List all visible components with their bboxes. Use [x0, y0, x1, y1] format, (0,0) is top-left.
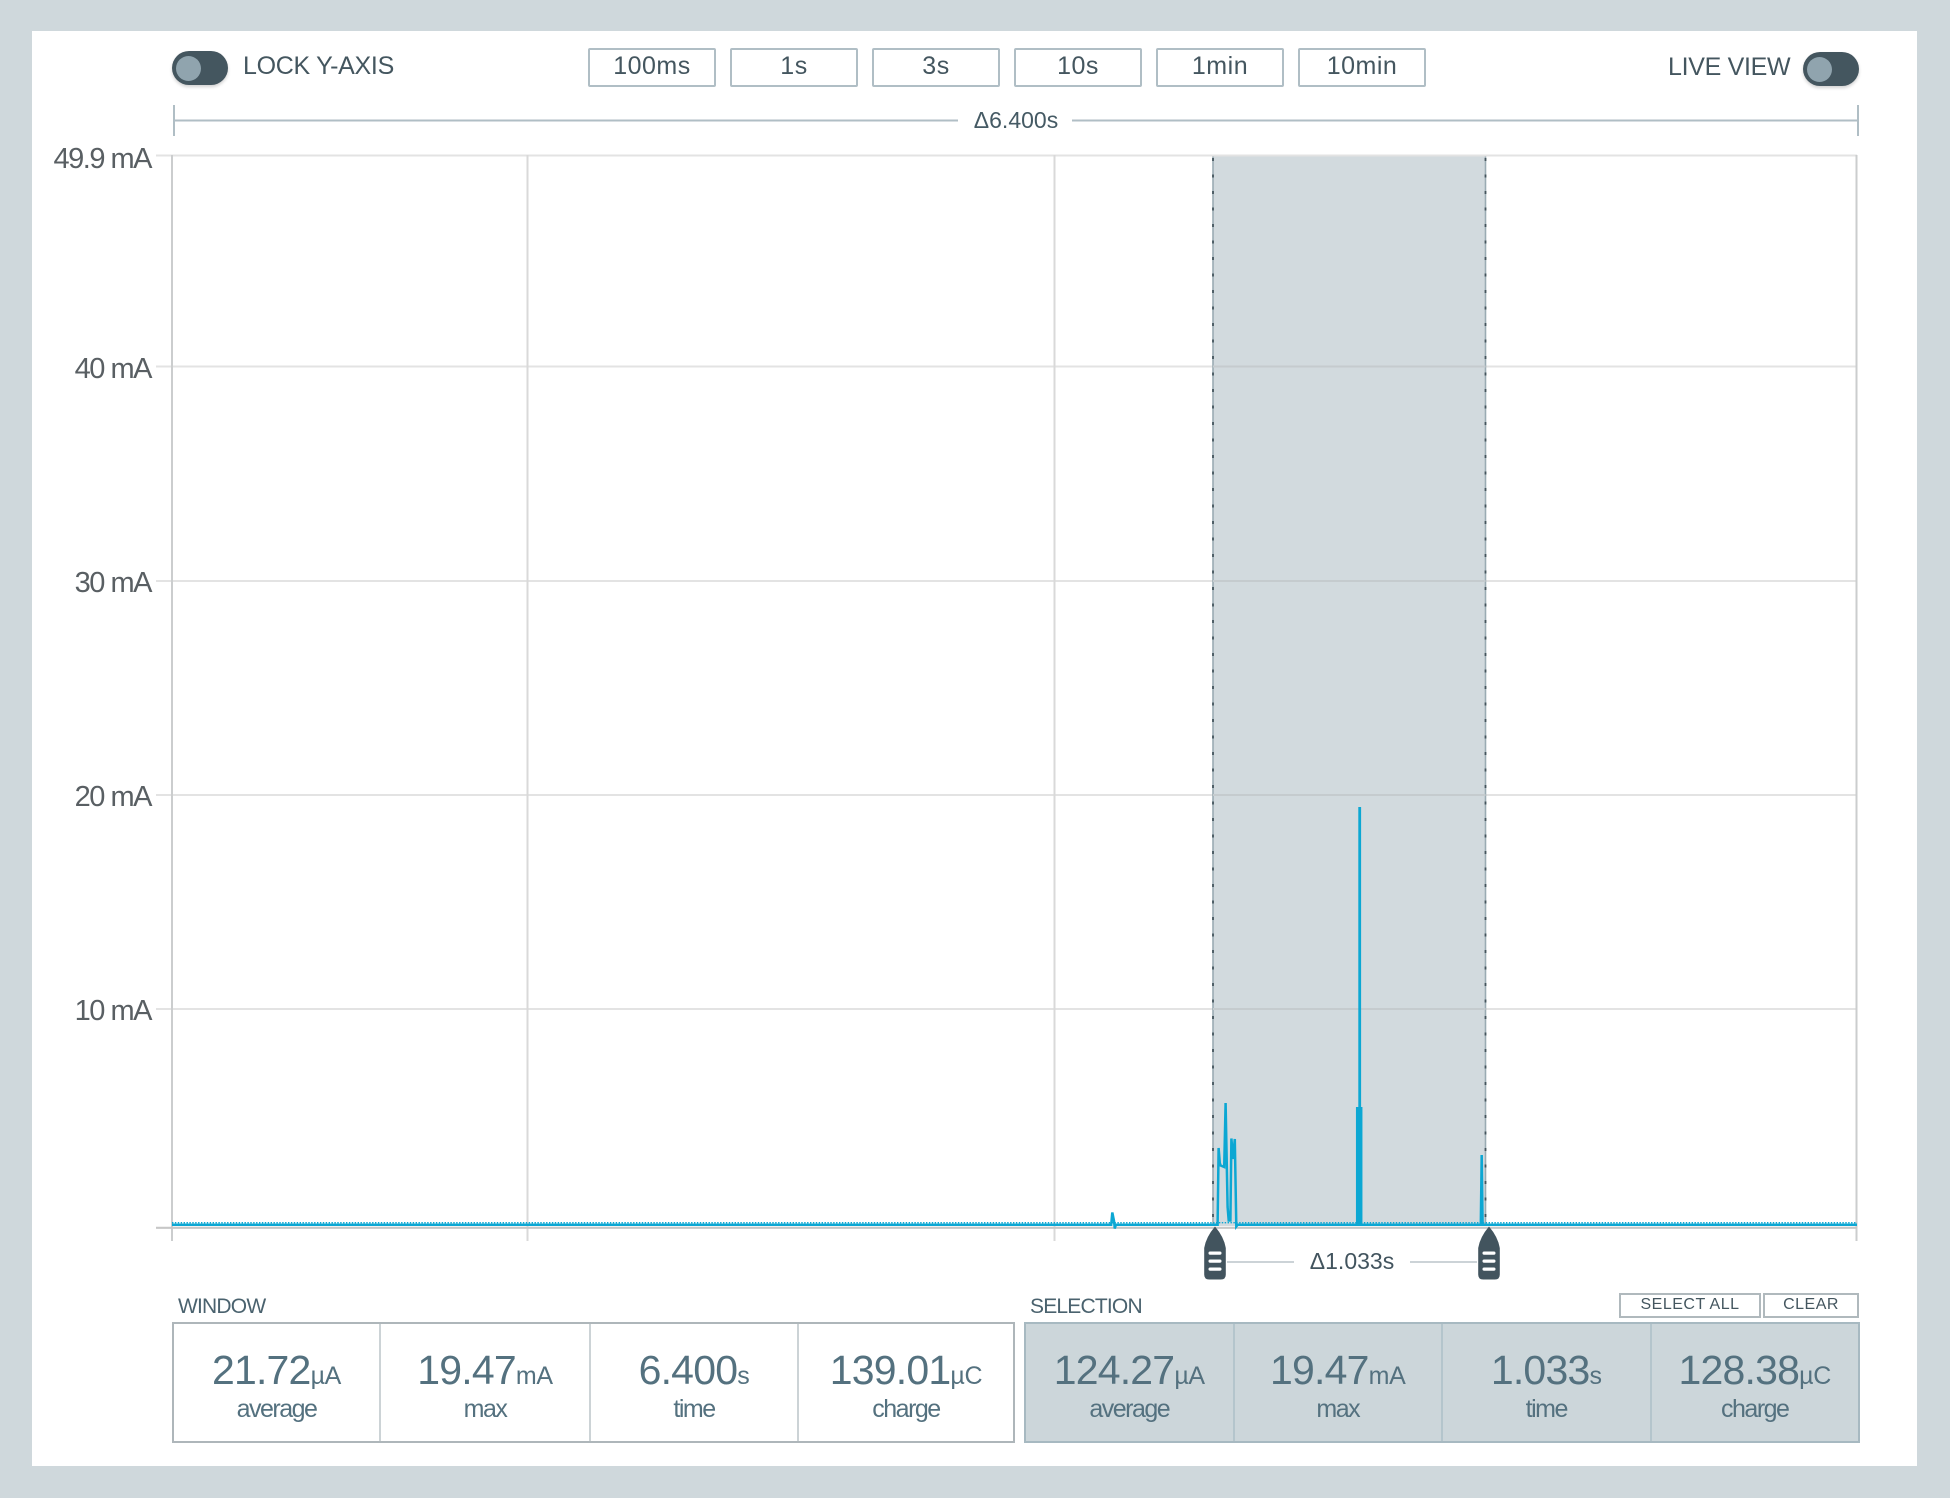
svg-text:Δ1.033s: Δ1.033s [1310, 1248, 1394, 1274]
svg-text:Δ6.400s: Δ6.400s [974, 107, 1058, 133]
